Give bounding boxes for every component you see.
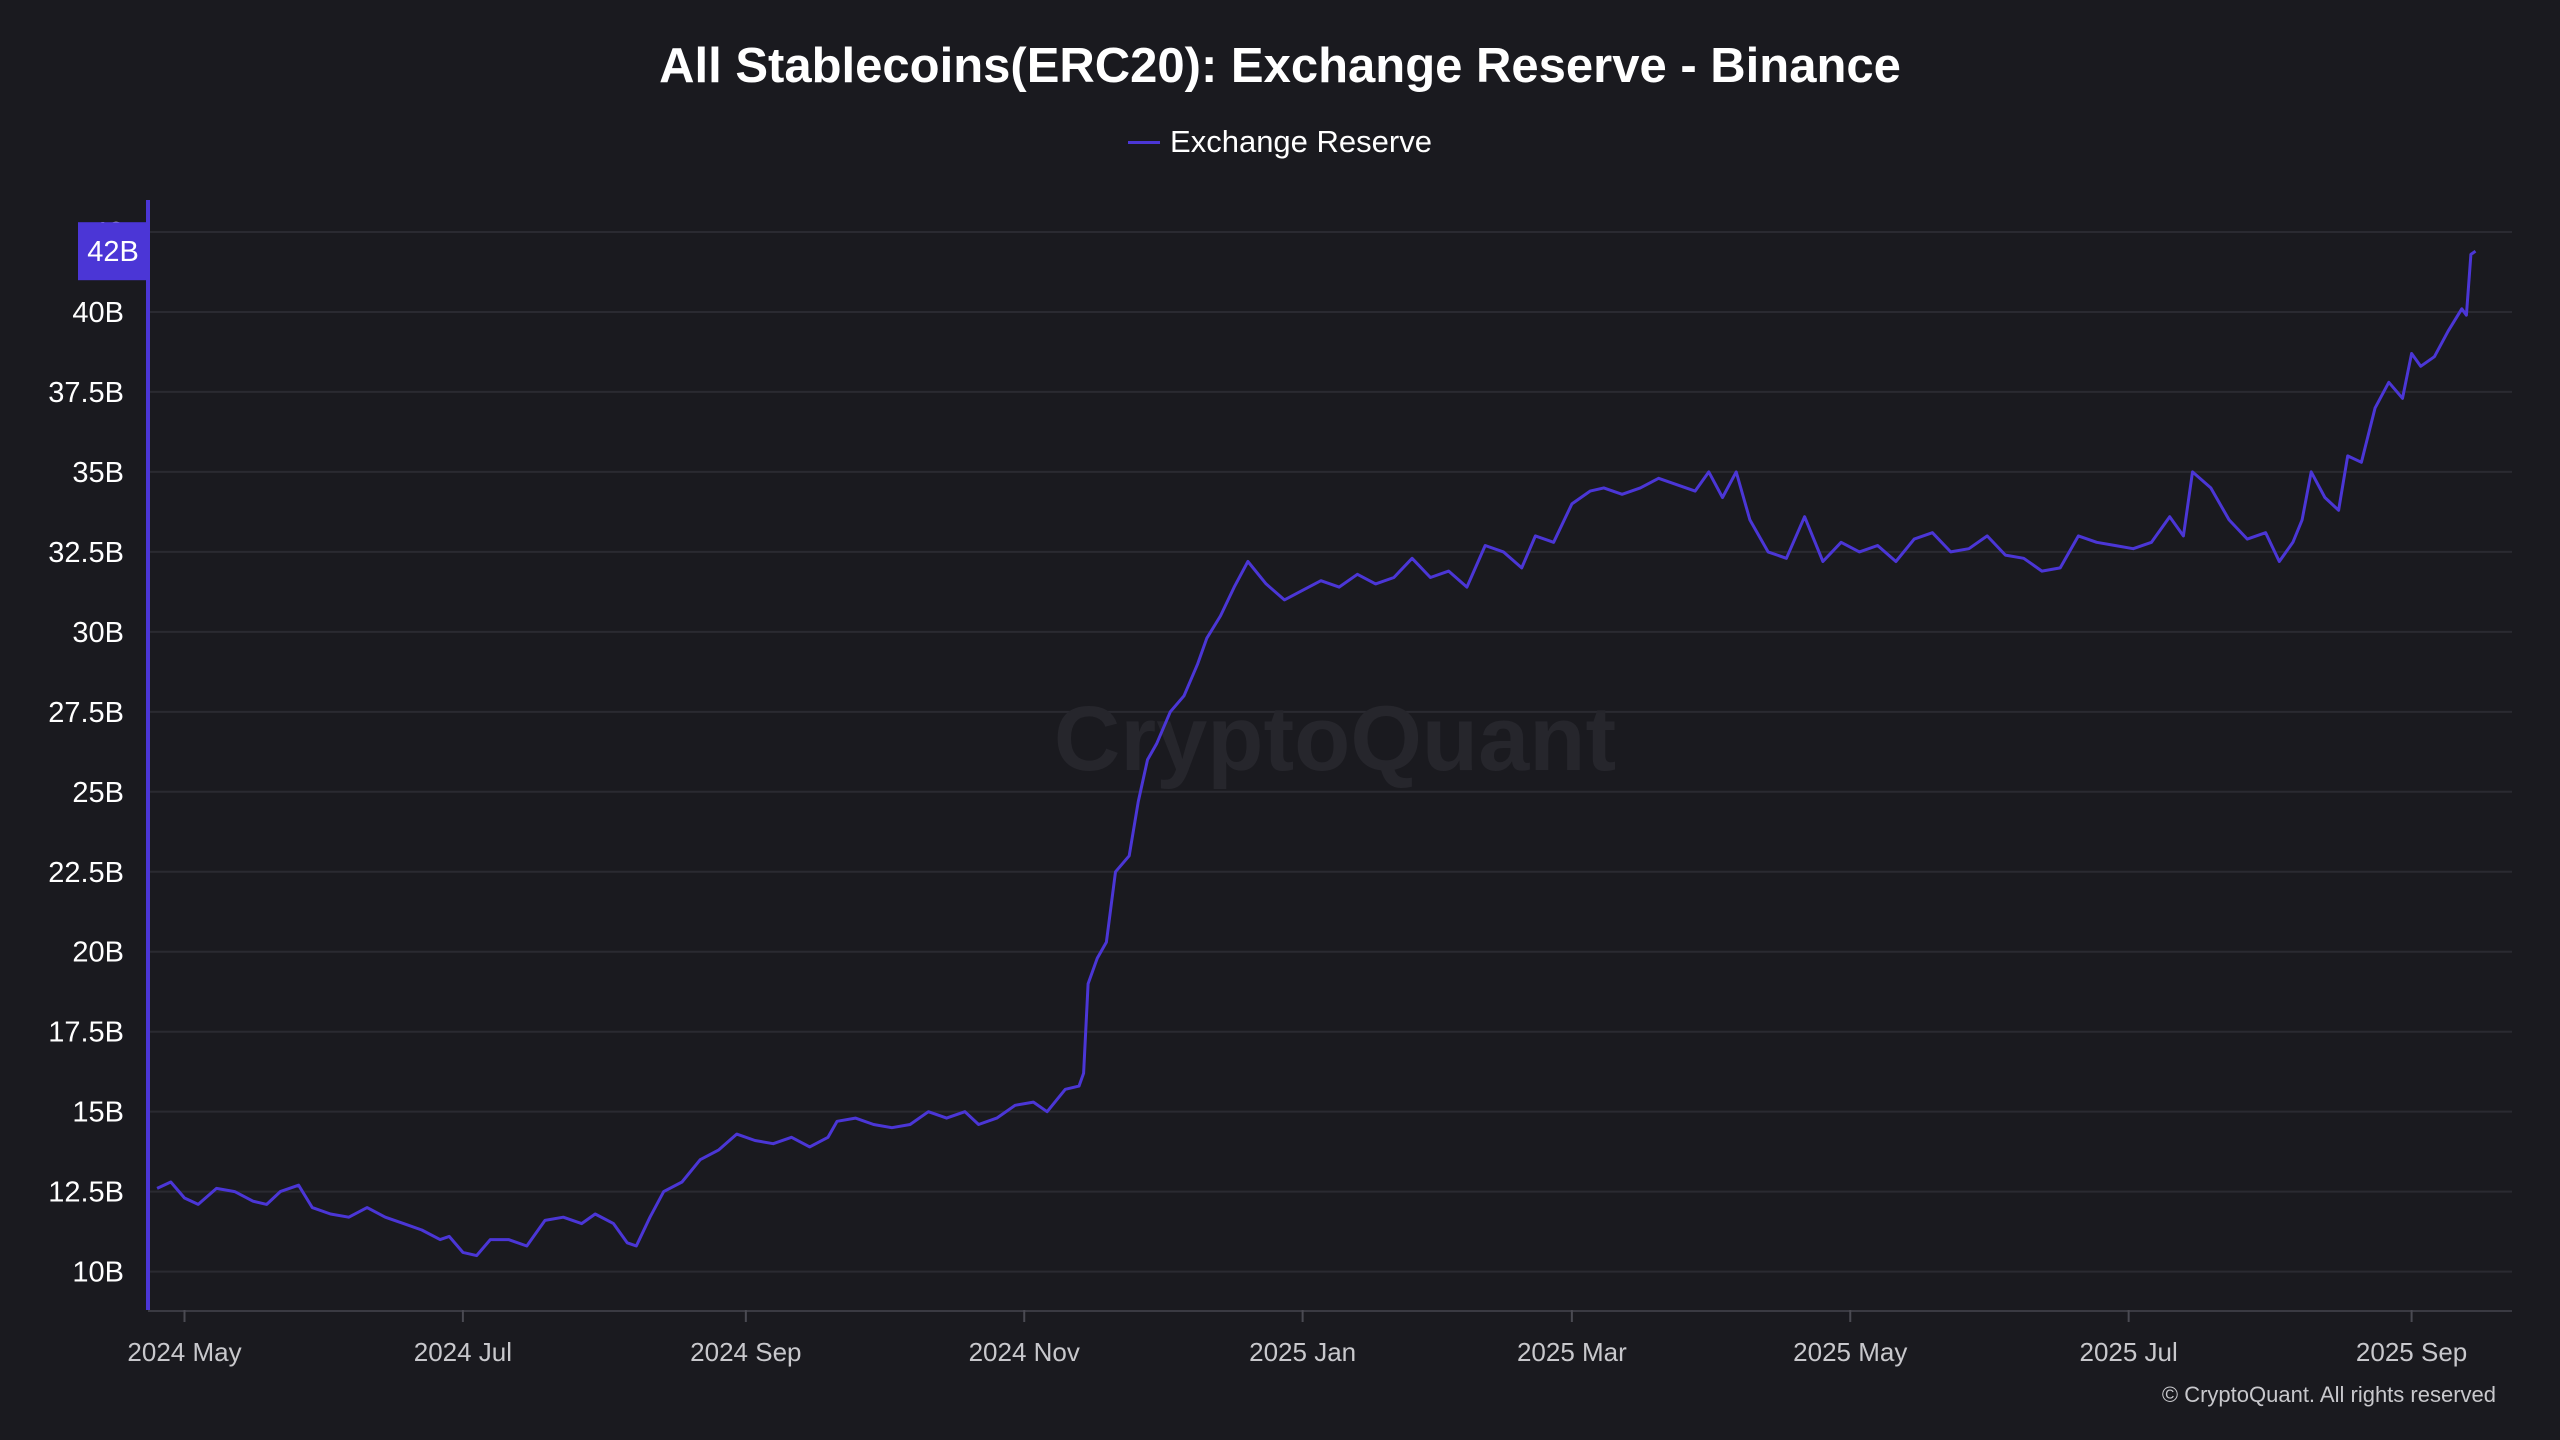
badge-rect	[78, 222, 148, 281]
x-tick-label: 2025 Jul	[2079, 1337, 2177, 1367]
y-tick-label: 25B	[72, 777, 124, 809]
x-tick-label: 2025 May	[1793, 1337, 1907, 1367]
legend[interactable]: Exchange Reserve	[0, 124, 2560, 160]
watermark: CryptoQuant	[1054, 688, 1616, 790]
y-tick-label: 37.5B	[48, 377, 124, 409]
y-tick-label: 27.5B	[48, 697, 124, 729]
y-tick-label: 40B	[72, 297, 124, 329]
x-tick-label: 2025 Mar	[1517, 1337, 1627, 1367]
x-tick-label: 2024 Nov	[969, 1337, 1080, 1367]
legend-label: Exchange Reserve	[1170, 124, 1432, 159]
x-tick-label: 2025 Jan	[1249, 1337, 1356, 1367]
badge-label: 42B	[87, 236, 139, 268]
y-tick-label: 20B	[72, 937, 124, 969]
y-tick-label: 30B	[72, 617, 124, 649]
y-tick-label: 32.5B	[48, 537, 124, 569]
grid-lines	[148, 230, 2512, 1273]
x-tick-label: 2024 Jul	[414, 1337, 512, 1367]
series-line-exchange-reserve[interactable]	[156, 249, 2477, 1258]
chart-title: All Stablecoins(ERC20): Exchange Reserve…	[659, 39, 1901, 93]
x-tick-label: 2024 May	[127, 1337, 241, 1367]
y-tick-label: 22.5B	[48, 857, 124, 889]
y-tick-label: 35B	[72, 457, 124, 489]
y-tick-label: 10B	[72, 1257, 124, 1289]
y-axis-labels: 10B 12.5B 15B 17.5B 20B 22.5B 25B 27.5B 30B 32.5B…	[48, 217, 124, 1289]
x-tick-label: 2024 Sep	[690, 1337, 801, 1367]
copyright-notice: © CryptoQuant. All rights reserved	[2161, 1382, 2496, 1407]
current-value-badge: 42B	[78, 222, 148, 281]
x-axis-ticks: 2024 May 2024 Jul 2024 Sep 2024 Nov 2025 Jan…	[127, 1310, 2467, 1367]
x-tick-label: 2025 Sep	[2356, 1337, 2467, 1367]
y-tick-label: 12.5B	[48, 1177, 124, 1209]
y-tick-label: 15B	[72, 1097, 124, 1129]
y-tick-label: 17.5B	[48, 1017, 124, 1049]
legend-swatch	[1128, 140, 1161, 144]
